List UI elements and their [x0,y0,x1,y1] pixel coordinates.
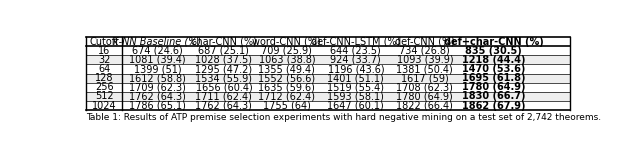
Text: 1552 (56.6): 1552 (56.6) [259,73,316,83]
Text: 512: 512 [95,91,113,101]
Text: 709 (25.9): 709 (25.9) [261,46,312,56]
Text: Table 1: Results of ATP premise selection experiments with hard negative mining : Table 1: Results of ATP premise selectio… [86,114,601,123]
Text: 1519 (55.4): 1519 (55.4) [327,82,385,92]
Text: 1399 (51): 1399 (51) [134,64,181,74]
Text: 1656 (60.4): 1656 (60.4) [196,82,252,92]
Text: Cutoff: Cutoff [90,37,119,47]
Text: 1218 (44.4): 1218 (44.4) [462,55,525,65]
Bar [86,55,570,65]
Text: 1635 (59.6): 1635 (59.6) [259,82,316,92]
Text: 16: 16 [98,46,110,56]
Text: 1830 (66.7): 1830 (66.7) [462,91,525,101]
Text: 687 (25.1): 687 (25.1) [198,46,250,56]
Text: char-CNN (%): char-CNN (%) [191,37,257,47]
Text: 1093 (39.9): 1093 (39.9) [397,55,453,65]
Text: 644 (23.5): 644 (23.5) [330,46,381,56]
Text: 1617 (59): 1617 (59) [401,73,449,83]
Text: 1534 (55.9): 1534 (55.9) [195,73,252,83]
Text: 674 (24.6): 674 (24.6) [132,46,183,56]
Text: 1711 (62.4): 1711 (62.4) [195,91,252,101]
Text: 64: 64 [98,64,110,74]
Text: 1355 (49.4): 1355 (49.4) [259,64,316,74]
Text: k-NN Baseline (%): k-NN Baseline (%) [113,37,202,47]
Text: 1593 (58.1): 1593 (58.1) [328,91,384,101]
Text: 1786 (65.1): 1786 (65.1) [129,100,186,111]
Text: 1028 (37.5): 1028 (37.5) [195,55,252,65]
Text: 32: 32 [98,55,110,65]
Bar [86,92,570,101]
Text: 734 (26.8): 734 (26.8) [399,46,450,56]
Text: 128: 128 [95,73,113,83]
Text: 1755 (64): 1755 (64) [263,100,311,111]
Text: 1470 (53.6): 1470 (53.6) [462,64,525,74]
Text: 1709 (62.3): 1709 (62.3) [129,82,186,92]
Text: 1862 (67.9): 1862 (67.9) [462,100,525,111]
Text: 1295 (47.2): 1295 (47.2) [195,64,253,74]
Text: 924 (33.7): 924 (33.7) [330,55,381,65]
Text: def+char-CNN (%): def+char-CNN (%) [444,37,543,47]
Text: 1647 (60.1): 1647 (60.1) [328,100,384,111]
Text: 1196 (43.6): 1196 (43.6) [328,64,384,74]
Text: 1063 (38.8): 1063 (38.8) [259,55,315,65]
Text: 1081 (39.4): 1081 (39.4) [129,55,186,65]
Text: 1762 (64.3): 1762 (64.3) [195,100,252,111]
Text: 256: 256 [95,82,113,92]
Text: 1695 (61.8): 1695 (61.8) [462,73,525,83]
Text: 1381 (50.4): 1381 (50.4) [396,64,453,74]
Text: 1712 (62.4): 1712 (62.4) [259,91,316,101]
Text: 1822 (66.4): 1822 (66.4) [396,100,453,111]
Text: 1780 (64.9): 1780 (64.9) [396,91,453,101]
Text: def-CNN-LSTM (%): def-CNN-LSTM (%) [311,37,401,47]
Text: 1024: 1024 [92,100,116,111]
Text: 1762 (64.3): 1762 (64.3) [129,91,186,101]
Text: 1401 (51.1): 1401 (51.1) [328,73,384,83]
Text: def-CNN (%): def-CNN (%) [395,37,455,47]
Bar [86,74,570,83]
Text: 1780 (64.9): 1780 (64.9) [462,82,525,92]
Text: 1612 (58.8): 1612 (58.8) [129,73,186,83]
Text: word-CNN (%): word-CNN (%) [252,37,321,47]
Text: 835 (30.5): 835 (30.5) [465,46,522,56]
Text: 1708 (62.3): 1708 (62.3) [396,82,453,92]
